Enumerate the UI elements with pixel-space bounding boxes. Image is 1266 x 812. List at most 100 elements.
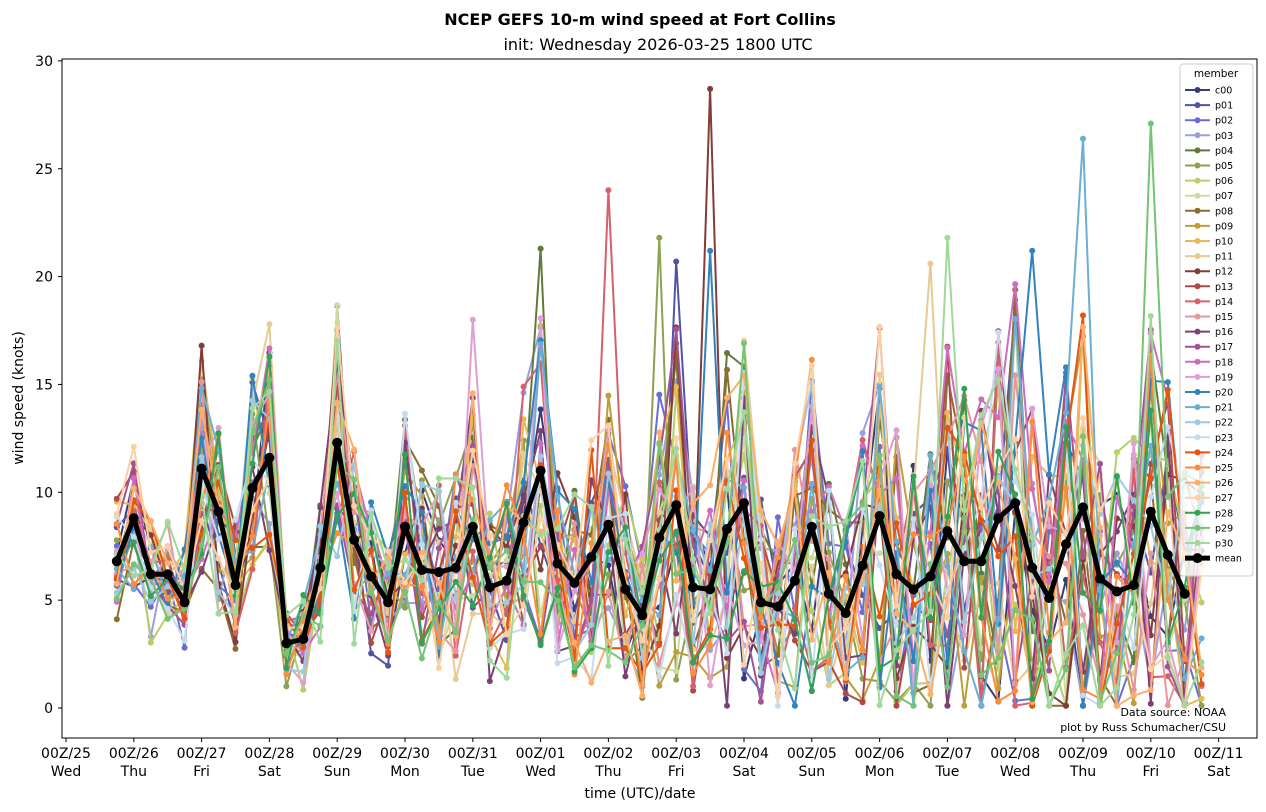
member-point [520,578,527,585]
mean-point [383,597,394,608]
member-point [1046,565,1053,572]
legend-item-p02: p02 [1185,116,1233,127]
member-point [554,493,561,500]
member-point [741,540,747,547]
mean-point [433,567,444,578]
member-point [893,622,900,629]
member-point [418,655,425,662]
x-tick-label-time: 00Z/30 [380,746,430,762]
member-point [418,541,425,548]
member-point [1147,700,1154,707]
x-tick-label-time: 00Z/27 [177,746,227,762]
mean-point [603,519,614,530]
mean-point [739,498,749,509]
y-tick-label: 25 [35,162,53,178]
member-point [537,245,544,252]
legend-marker [1194,117,1201,124]
member-point [1012,372,1019,379]
x-tick-label-time: 00Z/08 [990,746,1040,762]
member-point [1097,460,1103,467]
member-point [385,662,392,669]
member-point [1147,474,1154,481]
member-point [300,612,307,619]
y-axis-label: wind speed (knots) [11,331,27,465]
member-point [486,564,493,571]
member-point [283,671,290,678]
legend-marker [1194,494,1201,501]
legend-item-p10: p10 [1185,237,1233,248]
member-point [1029,405,1036,412]
legend-marker [1194,283,1201,290]
member-point [198,454,205,461]
member-point [995,329,1002,336]
member-point [842,675,849,681]
member-point [707,507,714,514]
member-point [690,556,697,563]
member-point [808,659,815,666]
mean-point [722,524,732,534]
member-point [368,589,375,596]
member-point [842,573,849,580]
member-point [130,561,137,568]
member-point [1113,620,1120,627]
member-point [724,350,730,356]
legend-item-p08: p08 [1185,206,1233,217]
x-tick-label-day: Thu [1069,764,1096,780]
member-point [1012,533,1019,540]
mean-point [1061,539,1071,550]
member-point [266,547,273,554]
member-point [859,654,866,661]
member-point [1063,409,1069,416]
member-point [334,530,341,537]
member-point [334,338,341,344]
member-point [198,542,205,548]
member-point [537,440,544,447]
member-point [1113,528,1120,535]
member-point [690,617,697,624]
member-point [164,583,171,590]
member-point [774,702,781,709]
legend-marker [1194,524,1201,531]
mean-point [586,552,597,562]
x-tick-label-day: Sun [324,764,351,780]
member-point [435,475,442,482]
x-tick-label-day: Wed [51,764,82,780]
member-point [1147,666,1154,673]
member-point [418,639,425,646]
member-point [791,702,798,709]
member-point [588,437,595,444]
x-tick-label-time: 00Z/05 [787,746,837,762]
mean-point [925,571,936,582]
member-point [1080,702,1086,709]
member-point [1198,599,1205,606]
member-point [978,574,985,581]
chart-title: NCEP GEFS 10-m wind speed at Fort Collin… [444,10,835,29]
legend-item-p11: p11 [1185,252,1233,263]
legend-marker [1194,389,1201,395]
legend-marker [1194,253,1201,260]
member-point [1130,686,1137,693]
member-point [368,510,375,517]
member-point [707,247,714,254]
member-point [1029,534,1036,541]
member-point [893,702,900,709]
member-point [113,595,120,602]
legend-label: p27 [1215,493,1233,504]
member-point [673,383,680,390]
legend-item-p20: p20 [1185,388,1233,399]
member-point [520,626,527,633]
member-point [859,659,866,666]
member-point [605,187,612,194]
member-point [520,592,527,599]
member-point [978,570,985,577]
member-point [741,666,747,673]
member-point [1012,702,1019,709]
member-point [605,422,612,429]
legend-item-p22: p22 [1185,418,1233,429]
member-point [774,693,781,700]
member-point [893,538,900,545]
member-point [571,520,578,527]
legend-marker [1192,553,1203,564]
member-point [995,654,1002,661]
member-point [1080,312,1086,319]
